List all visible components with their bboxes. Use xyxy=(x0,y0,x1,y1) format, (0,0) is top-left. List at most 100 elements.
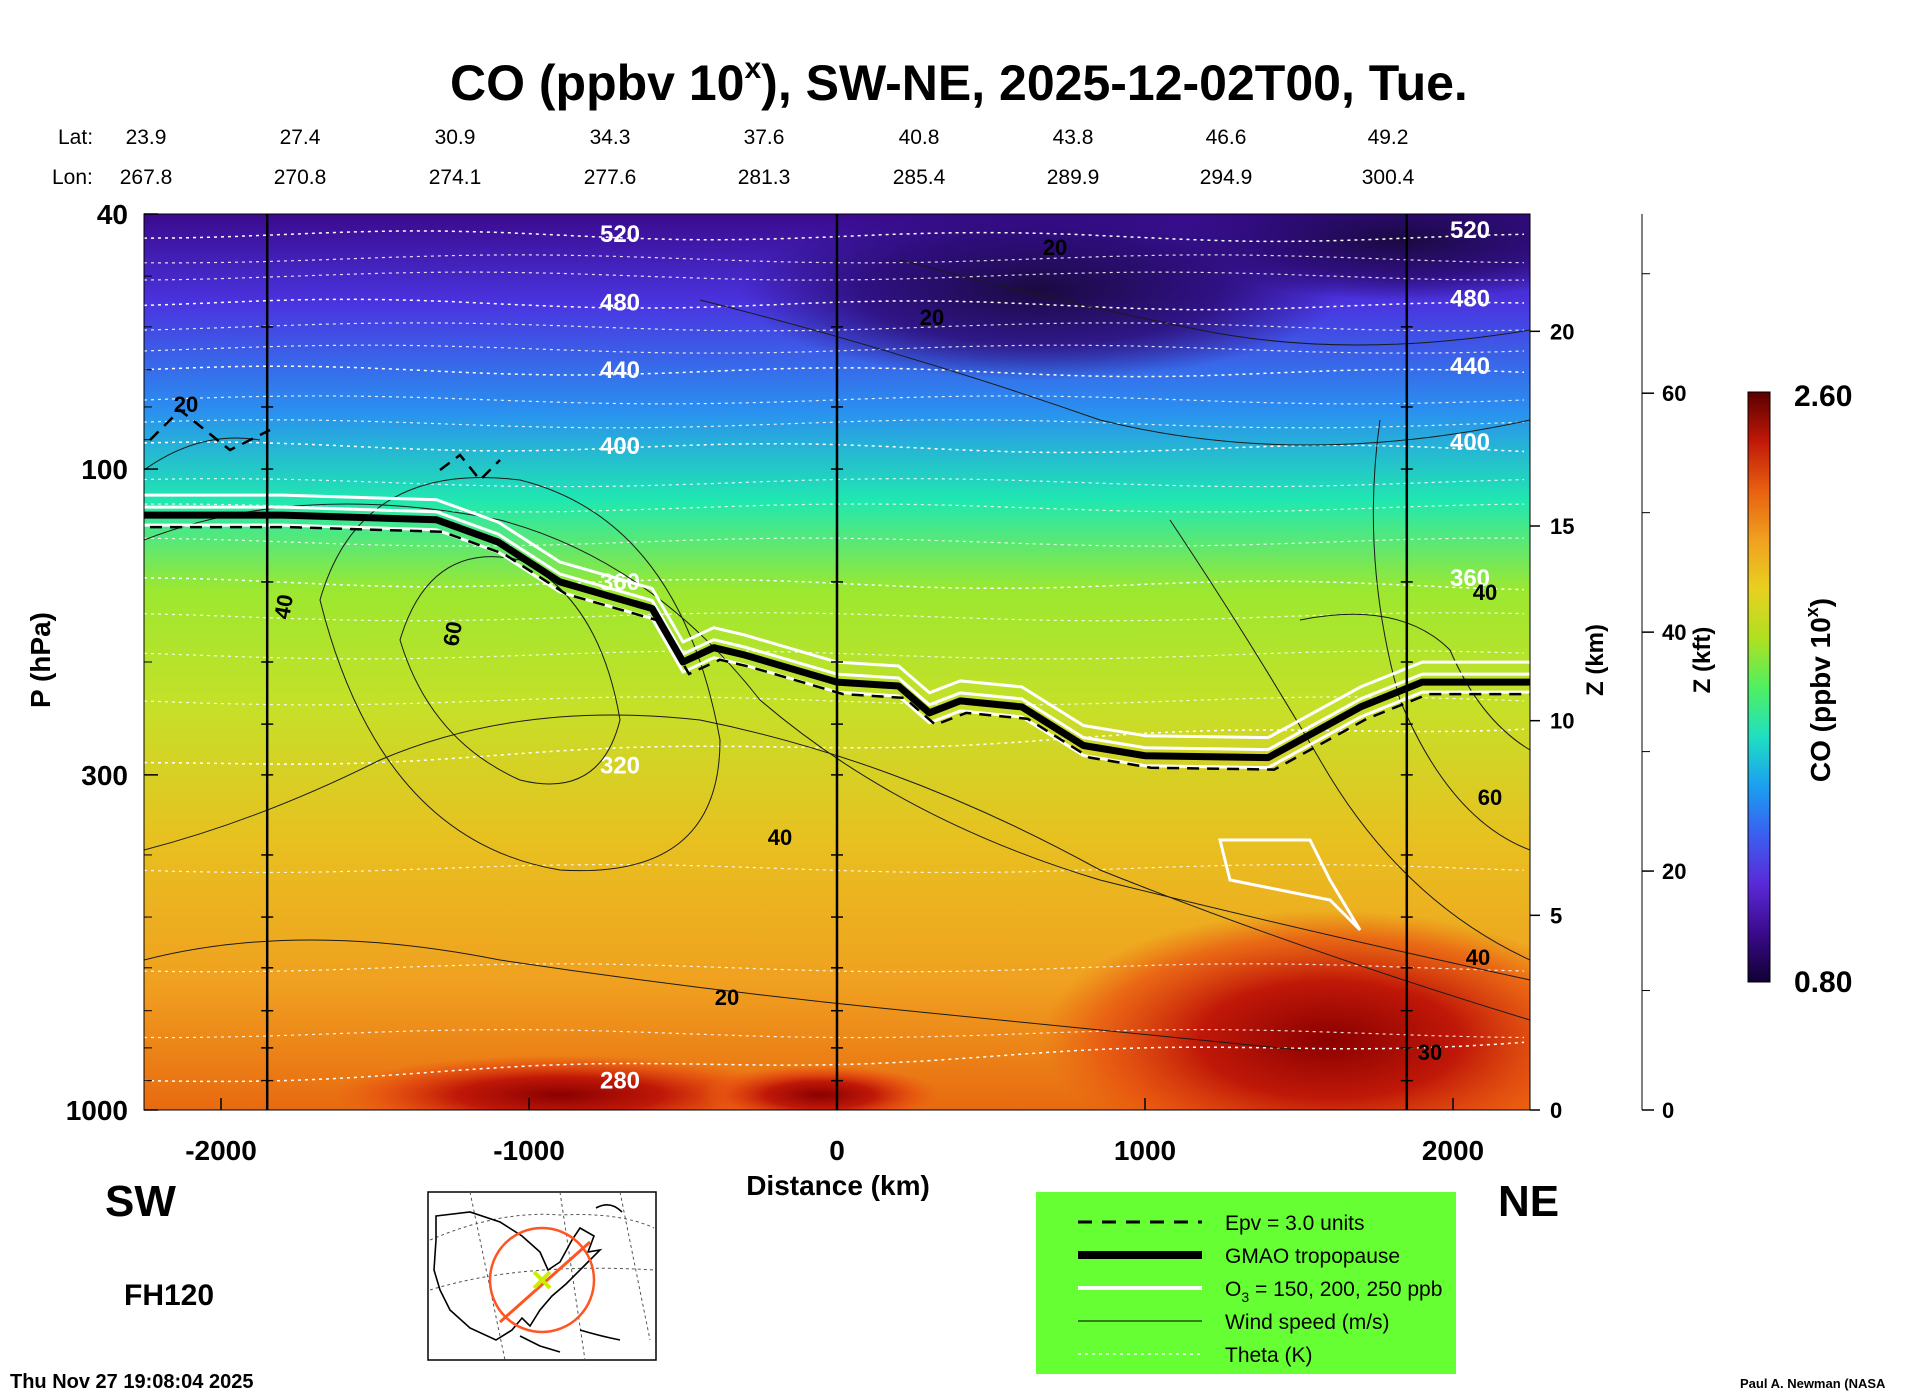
ozone-contour-line xyxy=(1218,838,1362,932)
wind-speed-contour xyxy=(319,477,721,872)
theta-contour-minor xyxy=(144,395,1525,405)
lat-value: 40.8 xyxy=(899,126,940,149)
colorbar-max-label: 2.60 xyxy=(1794,380,1852,413)
wind-speed-label: 40 xyxy=(1466,945,1490,970)
wind-speed-label: 40 xyxy=(269,592,298,620)
co-contour-label: 30 xyxy=(1418,1040,1442,1065)
legend-epv-label: Epv = 3.0 units xyxy=(1225,1212,1365,1235)
legend-wind-label: Wind speed (m/s) xyxy=(1225,1311,1390,1334)
theta-contour-minor xyxy=(144,419,1525,429)
theta-contour-minor xyxy=(144,963,1525,973)
wind-speed-contour xyxy=(699,299,1530,446)
lat-value: 43.8 xyxy=(1053,126,1094,149)
wind-speed-label: 20 xyxy=(174,392,198,417)
lon-value: 267.8 xyxy=(120,166,173,189)
z-kft-tick-label: 20 xyxy=(1662,859,1686,884)
theta-contour-minor xyxy=(144,254,1525,264)
inset-map-range-circle xyxy=(488,1226,596,1334)
lat-value: 37.6 xyxy=(744,126,785,149)
colorbar-min-label: 0.80 xyxy=(1794,966,1852,999)
wind-speed-contour xyxy=(1299,613,1530,751)
chart-title: CO (ppbv 10x), SW-NE, 2025-12-02T00, Tue… xyxy=(450,52,1468,111)
wind-speed-label: 40 xyxy=(768,825,792,850)
wind-speed-contour xyxy=(399,556,621,785)
y-tick-label: 100 xyxy=(81,454,128,485)
lon-value: 274.1 xyxy=(429,166,482,189)
y-axis-title: P (hPa) xyxy=(25,612,56,708)
wind-speed-contour xyxy=(1169,519,1530,961)
wind-speed-label: 60 xyxy=(1478,785,1502,810)
x-tick-label: 2000 xyxy=(1422,1135,1484,1166)
lat-value: 34.3 xyxy=(590,126,631,149)
lon-value: 285.4 xyxy=(893,166,946,189)
z-km-tick-label: 5 xyxy=(1550,903,1562,928)
lon-value: 294.9 xyxy=(1200,166,1253,189)
timestamp: Thu Nov 27 19:08:04 2025 xyxy=(10,1371,253,1393)
theta-contour-minor xyxy=(144,478,1525,488)
y-tick-label: 1000 xyxy=(66,1095,128,1126)
lat-value: 23.9 xyxy=(126,126,167,149)
lon-value: 300.4 xyxy=(1362,166,1415,189)
forecast-hour-label: FH120 xyxy=(124,1279,214,1312)
theta-contour-label: 360 xyxy=(1450,565,1490,592)
x-axis-title: Distance (km) xyxy=(746,1170,930,1201)
wind-speed-contour xyxy=(144,714,1530,1021)
high-co-region-surface-left xyxy=(330,1055,790,1110)
theta-contour-label: 520 xyxy=(600,221,640,248)
lat-value: 30.9 xyxy=(435,126,476,149)
axes: -2000 -1000 0 1000 2000 40 100 300 1000 0 5 10 15 20 0… xyxy=(66,199,1687,1166)
x-tick-label: 0 xyxy=(829,1135,845,1166)
theta-contour-label: 480 xyxy=(1450,286,1490,313)
wind-speed-contours: 20 20 40 60 40 20 40 60 40 20 30 xyxy=(144,235,1530,1065)
theta-contour-minor xyxy=(144,1028,1525,1039)
credit: Paul A. Newman (NASA xyxy=(1740,1376,1886,1391)
theta-contour-minor xyxy=(144,650,1525,660)
theta-contour-label: 440 xyxy=(1450,353,1490,380)
colorbar-title: CO (ppbv 10x) xyxy=(1802,598,1836,782)
y-tick-label: 300 xyxy=(81,760,128,791)
epv-dashed-line xyxy=(150,525,1530,771)
x-tick-label: -1000 xyxy=(493,1135,565,1166)
theta-contour-minor xyxy=(144,271,1524,281)
lon-value: 270.8 xyxy=(274,166,327,189)
theta-contour-label: 400 xyxy=(1450,429,1490,456)
wind-speed-contour xyxy=(144,503,1530,981)
lat-row-label: Lat: xyxy=(58,126,93,149)
inset-map-frame xyxy=(427,1191,657,1361)
z-km-tick-label: 20 xyxy=(1550,319,1574,344)
theta-contour-label: 400 xyxy=(600,433,640,460)
section-vertical-lines xyxy=(261,214,1413,1110)
z-km-tick-label: 10 xyxy=(1550,709,1574,734)
theta-contour-minor xyxy=(144,344,1525,354)
co-contour-label: 20 xyxy=(1043,235,1067,260)
z-km-tick-label: 0 xyxy=(1550,1098,1562,1123)
low-co-region-upper-right xyxy=(1170,214,1530,300)
lat-lon-labels: 23.9 27.4 30.9 34.3 37.6 40.8 43.8 46.6 49.2 267.… xyxy=(120,126,1415,189)
inset-map-coastlines xyxy=(433,1204,623,1353)
sw-label: SW xyxy=(105,1177,176,1226)
x-tick-label: -2000 xyxy=(185,1135,257,1166)
theta-contour-minor xyxy=(144,612,1525,622)
z-kft-tick-label: 40 xyxy=(1662,620,1686,645)
z-kft-tick-label: 0 xyxy=(1662,1098,1674,1123)
wind-speed-contour xyxy=(144,939,1301,1051)
lon-value: 289.9 xyxy=(1047,166,1100,189)
theta-contour xyxy=(144,298,1525,311)
theta-contour xyxy=(144,441,1525,454)
theta-contour-minor xyxy=(144,864,1525,874)
z-kft-tick-label: 60 xyxy=(1662,381,1686,406)
theta-contour xyxy=(144,577,1525,591)
wind-speed-label: 60 xyxy=(438,619,467,647)
wind-speed-contour xyxy=(899,259,1530,346)
lat-value: 49.2 xyxy=(1368,126,1409,149)
lat-value: 46.6 xyxy=(1206,126,1247,149)
theta-contour-minor xyxy=(144,503,1525,513)
z-kft-axis-title: Z (kft) xyxy=(1689,627,1716,694)
wind-speed-contour xyxy=(144,437,261,471)
lat-value: 27.4 xyxy=(280,126,321,149)
theta-contour-label: 320 xyxy=(600,752,640,779)
